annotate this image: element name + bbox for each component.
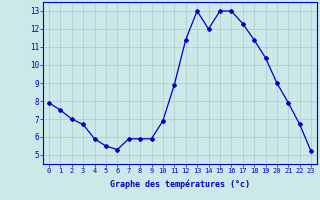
X-axis label: Graphe des températures (°c): Graphe des températures (°c): [110, 180, 250, 189]
